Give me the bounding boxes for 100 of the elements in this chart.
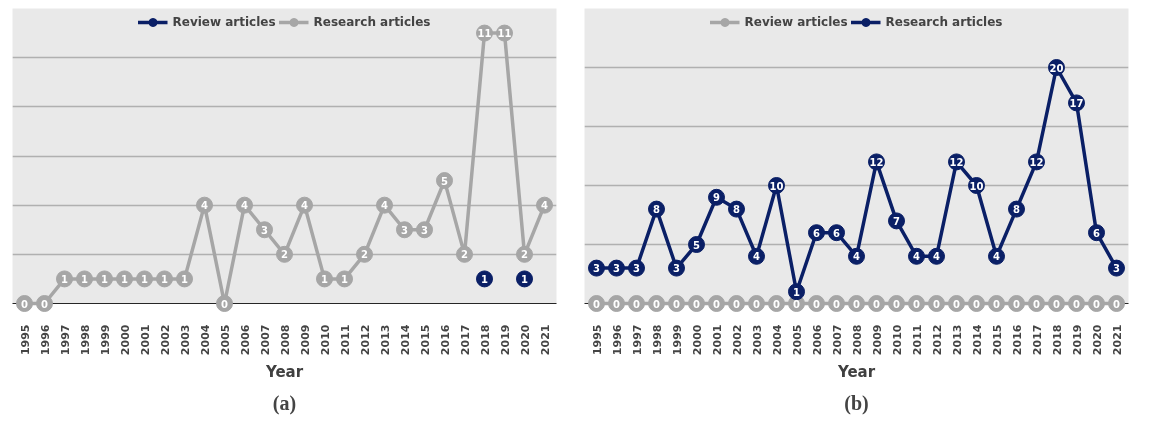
data-label: 2 <box>361 249 369 261</box>
x-tick-label: 2020 <box>518 324 532 356</box>
data-label: 12 <box>869 156 884 168</box>
data-label: 0 <box>21 298 29 310</box>
x-tick-label: 2011 <box>910 324 924 356</box>
data-label: 4 <box>913 251 921 263</box>
x-tick-label: 2016 <box>438 324 452 356</box>
x-tick-label: 2001 <box>710 324 724 356</box>
data-label: 4 <box>933 251 941 263</box>
x-tick-label: 1998 <box>78 324 92 356</box>
x-tick-label: 2002 <box>730 324 744 356</box>
data-label: 8 <box>1013 204 1021 216</box>
x-tick-label: 2001 <box>138 324 152 356</box>
data-label: 1 <box>481 273 489 285</box>
data-label: 17 <box>1069 97 1084 109</box>
x-tick-label: 1999 <box>98 324 112 356</box>
data-label: 4 <box>201 200 209 212</box>
data-label: 12 <box>949 156 964 168</box>
data-label: 4 <box>753 251 761 263</box>
x-tick-label: 1997 <box>58 324 72 356</box>
data-label: 4 <box>993 251 1001 263</box>
x-tick-label: 2000 <box>690 324 704 356</box>
x-tick-label: 2014 <box>398 324 412 356</box>
data-label: 0 <box>873 298 881 310</box>
x-tick-label: 2017 <box>1030 324 1044 356</box>
text: (a) <box>272 391 297 415</box>
x-tick-label: 2007 <box>258 324 272 356</box>
x-tick-label: 2004 <box>198 324 212 356</box>
x-tick-label: 2018 <box>478 324 492 356</box>
x-tick-label: 2021 <box>1110 324 1124 356</box>
x-tick-label: 2016 <box>1010 324 1024 356</box>
data-label: 11 <box>497 28 512 40</box>
x-tick-label: 2005 <box>790 324 804 356</box>
data-label: 5 <box>693 239 701 251</box>
data-label: 1 <box>121 273 129 285</box>
legend-label: Research articles <box>313 15 431 29</box>
data-label: 12 <box>1029 156 1044 168</box>
data-label: 0 <box>733 298 741 310</box>
text: (b) <box>844 391 869 415</box>
data-label: 6 <box>813 227 821 239</box>
x-tick-label: 2003 <box>750 324 764 356</box>
data-label: 0 <box>833 298 841 310</box>
data-label: 0 <box>1113 298 1121 310</box>
data-label: 6 <box>833 227 841 239</box>
data-label: 11 <box>477 28 492 40</box>
data-label: 1 <box>793 286 801 298</box>
data-label: 0 <box>933 298 941 310</box>
x-tick-label: 1997 <box>630 324 644 356</box>
data-label: 1 <box>181 273 189 285</box>
data-label: 1 <box>81 273 89 285</box>
x-tick-label: 2010 <box>890 324 904 356</box>
data-label: 3 <box>613 263 621 275</box>
data-label: 3 <box>401 224 409 236</box>
x-tick-label: 1998 <box>650 324 664 356</box>
x-tick-label: 2007 <box>830 324 844 356</box>
data-label: 0 <box>1093 298 1101 310</box>
x-tick-label: 2005 <box>218 324 232 356</box>
x-tick-label: 2013 <box>378 324 392 356</box>
data-label: 0 <box>893 298 901 310</box>
data-label: 0 <box>1013 298 1021 310</box>
x-tick-label: 2013 <box>950 324 964 356</box>
data-label: 2 <box>281 249 289 261</box>
data-label: 1 <box>161 273 169 285</box>
x-tick-label: 2006 <box>810 324 824 356</box>
x-tick-label: 2004 <box>770 324 784 356</box>
data-label: 9 <box>713 192 721 204</box>
data-label: 2 <box>521 249 529 261</box>
data-label: 0 <box>673 298 681 310</box>
x-tick-label: 1995 <box>590 324 604 356</box>
data-label: 0 <box>713 298 721 310</box>
x-tick-label: 2009 <box>870 324 884 356</box>
legend-label: Research articles <box>885 15 1003 29</box>
x-tick-label: 2015 <box>990 324 1004 356</box>
x-tick-label: 2008 <box>850 324 864 356</box>
data-label: 5 <box>441 175 449 187</box>
data-label: 6 <box>1093 227 1101 239</box>
x-tick-label: 2021 <box>538 324 552 356</box>
x-tick-label: 2020 <box>1090 324 1104 356</box>
data-label: 3 <box>673 263 681 275</box>
x-tick-label: 2002 <box>158 324 172 356</box>
x-tick-label: 2017 <box>458 324 472 356</box>
x-tick-label: 2014 <box>970 324 984 356</box>
x-tick-label: 2000 <box>118 324 132 356</box>
x-tick-label: 2012 <box>358 324 372 356</box>
data-label: 0 <box>653 298 661 310</box>
data-label: 8 <box>653 204 661 216</box>
data-label: 10 <box>969 180 984 192</box>
x-axis-title: Year <box>836 363 876 382</box>
data-label: 0 <box>813 298 821 310</box>
data-label: 4 <box>241 200 249 212</box>
data-label: 0 <box>793 298 801 310</box>
data-label: 0 <box>853 298 861 310</box>
data-label: 0 <box>1073 298 1081 310</box>
x-tick-label: 2011 <box>338 324 352 356</box>
data-label: 0 <box>613 298 621 310</box>
data-label: 10 <box>769 180 784 192</box>
data-label: 0 <box>1053 298 1061 310</box>
data-label: 0 <box>773 298 781 310</box>
data-label: 7 <box>893 215 901 227</box>
data-label: 1 <box>141 273 149 285</box>
